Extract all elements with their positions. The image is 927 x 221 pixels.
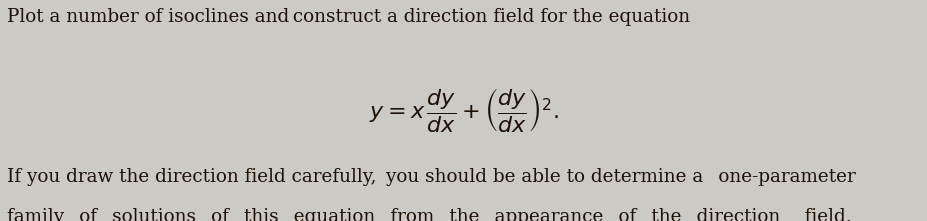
Text: If you draw the direction field carefully,  you should be able to determine a  o: If you draw the direction field carefull… xyxy=(7,168,857,186)
Text: family  of  solutions  of  this  equation  from  the  appearance  of  the  direc: family of solutions of this equation fro… xyxy=(7,208,852,221)
Text: $y = x\,\dfrac{dy}{dx} + \left(\dfrac{dy}{dx}\right)^{2}.$: $y = x\,\dfrac{dy}{dx} + \left(\dfrac{dy… xyxy=(369,86,558,135)
Text: Plot a number of isoclines and construct a direction field for the equation: Plot a number of isoclines and construct… xyxy=(7,8,691,26)
